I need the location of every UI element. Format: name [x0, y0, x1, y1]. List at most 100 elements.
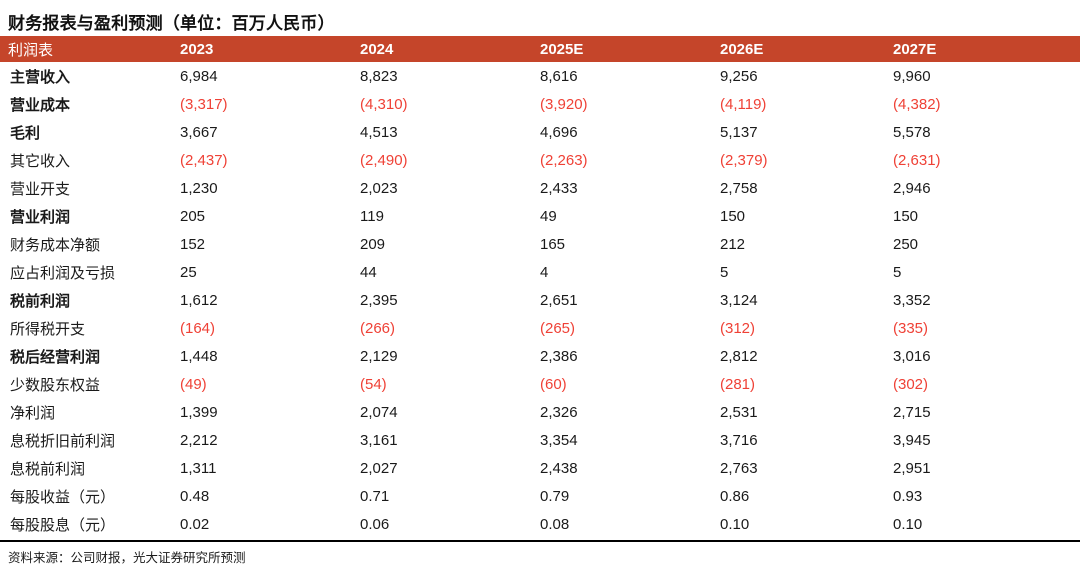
cell-value: 1,230	[180, 179, 218, 197]
cell-value: 2,951	[893, 459, 931, 477]
cell-value: (3,920)	[540, 95, 588, 113]
cell-value: (3,317)	[180, 95, 228, 113]
cell-value: 205	[180, 207, 206, 225]
cell-value: (4,119)	[720, 95, 767, 113]
cell-value: 4,696	[540, 123, 578, 141]
cell-value: 2,074	[360, 403, 398, 421]
cell-value: (335)	[893, 319, 929, 337]
row-label: 少数股东权益	[10, 376, 101, 394]
cell-value: 165	[540, 235, 566, 253]
cell-value: 4	[540, 263, 549, 281]
table-header: 利润表 2023 2024 2025E 2026E 2027E	[0, 36, 1080, 62]
cell-value: (2,631)	[893, 151, 941, 169]
cell-value: 2,946	[893, 179, 931, 197]
cell-value: 9,256	[720, 67, 758, 85]
cell-value: 0.02	[180, 515, 210, 533]
cell-value: (312)	[720, 319, 756, 337]
cell-value: 4,513	[360, 123, 398, 141]
cell-value: (60)	[540, 375, 567, 393]
cell-value: 2,812	[720, 347, 758, 365]
cell-value: 6,984	[180, 67, 218, 85]
table-row: 所得税开支 (164) (266) (265) (312) (335)	[0, 314, 1080, 342]
table-row: 其它收入 (2,437) (2,490) (2,263) (2,379) (2,631)	[0, 146, 1080, 174]
cell-value: 0.71	[360, 487, 390, 505]
cell-value: 2,395	[360, 291, 398, 309]
table-row: 少数股东权益 (49) (54) (60) (281) (302)	[0, 370, 1080, 398]
table-row: 应占利润及亏损 25 44 4 5 5	[0, 258, 1080, 286]
cell-value: (266)	[360, 319, 396, 337]
cell-value: 3,352	[893, 291, 931, 309]
cell-value: 1,448	[180, 347, 218, 365]
cell-value: (2,490)	[360, 151, 408, 169]
cell-value: 0.79	[540, 487, 570, 505]
cell-value: 1,399	[180, 403, 218, 421]
table-row: 税前利润 1,612 2,395 2,651 3,124 3,352	[0, 286, 1080, 314]
cell-value: 3,161	[360, 431, 398, 449]
cell-value: 2,715	[893, 403, 931, 421]
cell-value: 0.86	[720, 487, 750, 505]
cell-value: 0.48	[180, 487, 210, 505]
table-row: 毛利 3,667 4,513 4,696 5,137 5,578	[0, 118, 1080, 146]
row-label: 主营收入	[10, 68, 71, 86]
row-label: 营业开支	[10, 180, 71, 198]
row-label: 每股股息（元）	[10, 516, 116, 534]
cell-value: (49)	[180, 375, 207, 393]
row-label: 营业利润	[10, 208, 71, 226]
table-row: 每股股息（元） 0.02 0.06 0.08 0.10 0.10	[0, 510, 1080, 538]
cell-value: 152	[180, 235, 206, 253]
cell-value: 2,023	[360, 179, 398, 197]
cell-value: 9,960	[893, 67, 931, 85]
cell-value: 2,129	[360, 347, 398, 365]
cell-value: 2,763	[720, 459, 758, 477]
income-statement-table: 利润表 2023 2024 2025E 2026E 2027E 主营收入 6,98…	[0, 36, 1080, 538]
column-header-2025e: 2025E	[540, 40, 584, 58]
row-label: 每股收益（元）	[10, 488, 116, 506]
cell-value: 0.06	[360, 515, 390, 533]
row-label: 应占利润及亏损	[10, 264, 116, 282]
row-label: 其它收入	[10, 152, 71, 170]
row-label: 毛利	[10, 124, 41, 142]
cell-value: 119	[360, 207, 384, 225]
cell-value: 1,311	[180, 459, 217, 477]
cell-value: 25	[180, 263, 197, 281]
table-row: 营业开支 1,230 2,023 2,433 2,758 2,946	[0, 174, 1080, 202]
cell-value: 150	[893, 207, 919, 225]
cell-value: 3,667	[180, 123, 218, 141]
table-row: 税后经营利润 1,448 2,129 2,386 2,812 3,016	[0, 342, 1080, 370]
cell-value: 2,531	[720, 403, 758, 421]
table-header-row: 利润表 2023 2024 2025E 2026E 2027E	[0, 36, 1080, 62]
table-row: 净利润 1,399 2,074 2,326 2,531 2,715	[0, 398, 1080, 426]
row-label: 所得税开支	[10, 320, 86, 338]
cell-value: 8,823	[360, 67, 398, 85]
cell-value: 49	[540, 207, 557, 225]
cell-value: 3,716	[720, 431, 758, 449]
cell-value: 0.10	[893, 515, 923, 533]
row-label: 税前利润	[10, 292, 71, 310]
income-table-body: 主营收入 6,984 8,823 8,616 9,256 9,960 营业成本 (3,317)…	[0, 62, 1080, 538]
cell-value: (4,382)	[893, 95, 941, 113]
row-label: 营业成本	[10, 96, 71, 114]
table-row: 营业成本 (3,317) (4,310) (3,920) (4,119) (4,382)	[0, 90, 1080, 118]
cell-value: (2,437)	[180, 151, 228, 169]
cell-value: 3,016	[893, 347, 931, 365]
cell-value: (54)	[360, 375, 387, 393]
cell-value: 2,651	[540, 291, 578, 309]
cell-value: (265)	[540, 319, 576, 337]
cell-value: 209	[360, 235, 386, 253]
row-label: 息税前利润	[10, 460, 86, 478]
table-row: 每股收益（元） 0.48 0.71 0.79 0.86 0.93	[0, 482, 1080, 510]
cell-value: 0.10	[720, 515, 750, 533]
cell-value: 5,578	[893, 123, 931, 141]
row-label: 税后经营利润	[10, 348, 101, 366]
cell-value: (164)	[180, 319, 216, 337]
cell-value: 250	[893, 235, 919, 253]
row-label: 财务成本净额	[10, 236, 101, 254]
cell-value: 212	[720, 235, 746, 253]
cell-value: 2,433	[540, 179, 578, 197]
cell-value: 0.93	[893, 487, 923, 505]
cell-value: 2,027	[360, 459, 398, 477]
table-row: 息税前利润 1,311 2,027 2,438 2,763 2,951	[0, 454, 1080, 482]
cell-value: 3,945	[893, 431, 931, 449]
column-header-statement: 利润表	[8, 41, 54, 59]
